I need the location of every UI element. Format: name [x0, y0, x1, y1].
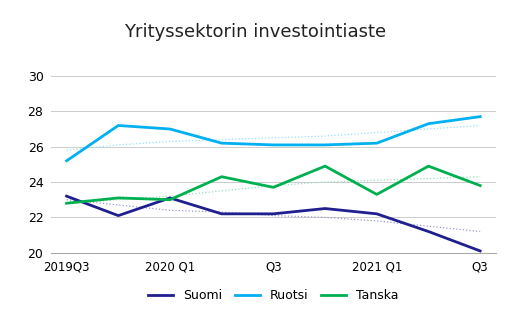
Tanska — [115, 196, 122, 200]
Tanska — [322, 164, 328, 168]
Tanska — [167, 198, 173, 202]
Tanska — [219, 175, 225, 179]
Tanska — [270, 185, 276, 189]
Ruotsi — [219, 141, 225, 145]
Ruotsi — [167, 127, 173, 131]
Tanska — [477, 184, 483, 188]
Ruotsi — [115, 123, 122, 127]
Suomi — [219, 212, 225, 216]
Suomi — [374, 212, 380, 216]
Ruotsi — [322, 143, 328, 147]
Suomi — [477, 249, 483, 253]
Line: Ruotsi: Ruotsi — [66, 117, 480, 161]
Line: Tanska: Tanska — [66, 166, 480, 203]
Suomi — [115, 214, 122, 217]
Text: Yrityssektorin investointiaste: Yrityssektorin investointiaste — [125, 23, 386, 41]
Suomi — [167, 196, 173, 200]
Ruotsi — [270, 143, 276, 147]
Tanska — [63, 201, 69, 205]
Legend: Suomi, Ruotsi, Tanska: Suomi, Ruotsi, Tanska — [143, 284, 404, 307]
Ruotsi — [63, 159, 69, 163]
Suomi — [322, 207, 328, 211]
Ruotsi — [477, 115, 483, 119]
Suomi — [270, 212, 276, 216]
Line: Suomi: Suomi — [66, 196, 480, 251]
Tanska — [374, 192, 380, 196]
Ruotsi — [374, 141, 380, 145]
Ruotsi — [425, 122, 431, 126]
Suomi — [425, 230, 431, 234]
Tanska — [425, 164, 431, 168]
Suomi — [63, 194, 69, 198]
